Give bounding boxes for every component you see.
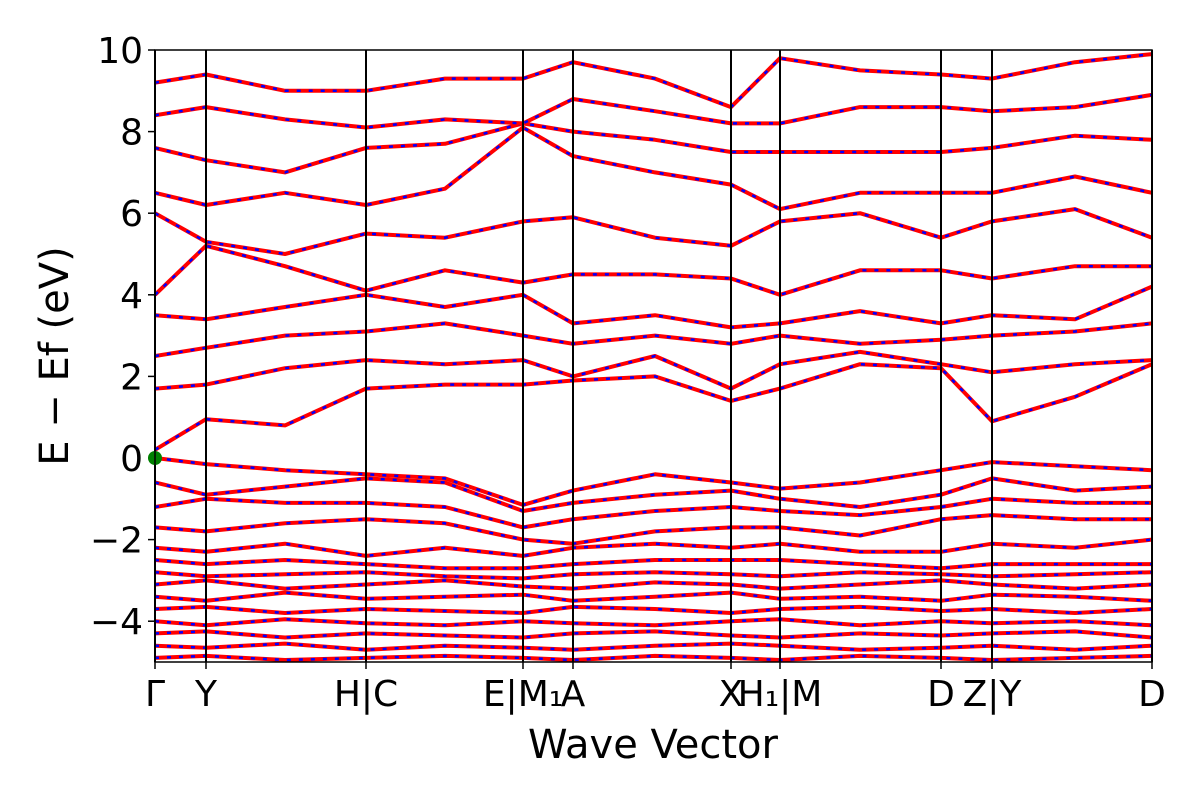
x-tick-label: H₁|M: [738, 674, 823, 715]
x-tick-label: D: [927, 674, 955, 715]
band-line-overlay: [155, 558, 1152, 570]
band-line: [155, 653, 1152, 662]
plot-frame: [154, 49, 1153, 663]
band-line-overlay: [155, 617, 1152, 627]
band-line-overlay: [155, 642, 1152, 652]
y-tick-label: −4: [90, 602, 143, 643]
band-line-overlay: [155, 456, 1152, 507]
band-line: [155, 590, 1152, 603]
band-line: [155, 207, 1152, 256]
y-tick-label: 2: [120, 357, 143, 398]
y-axis-label: E − Ef (eV): [32, 246, 78, 465]
y-tick-label: 4: [120, 276, 143, 317]
band-line: [155, 121, 1152, 175]
x-tick-label: D: [1138, 674, 1166, 715]
x-tick-label: Γ: [145, 674, 165, 715]
band-line: [155, 558, 1152, 571]
band-line-overlay: [155, 244, 1152, 297]
band-line: [155, 321, 1152, 358]
y-tick-label: 8: [120, 113, 143, 154]
band-line-overlay: [155, 538, 1152, 558]
band-line-overlay: [155, 93, 1152, 129]
x-tick-label: Z|Y: [963, 674, 1023, 715]
band-line-overlay: [155, 125, 1152, 211]
band-line: [155, 604, 1152, 615]
y-tick-label: 10: [97, 31, 143, 72]
band-line-overlay: [155, 285, 1152, 329]
band-line-overlay: [155, 630, 1152, 639]
x-tick-label: H|C: [334, 674, 398, 715]
y-tick-label: 0: [120, 439, 143, 480]
band-line-overlay: [155, 362, 1152, 451]
band-line-overlay: [155, 513, 1152, 545]
band-line-overlay: [155, 497, 1152, 529]
band-line-overlay: [155, 591, 1152, 603]
band-line: [155, 537, 1152, 558]
band-line-overlay: [155, 122, 1152, 174]
band-line: [155, 617, 1152, 628]
band-line-overlay: [155, 52, 1152, 109]
band-line-overlay: [155, 477, 1152, 513]
band-line: [155, 513, 1152, 546]
x-axis-label: Wave Vector: [528, 722, 779, 768]
x-tick-label: Y: [194, 674, 218, 715]
band-line: [155, 362, 1152, 452]
y-tick-label: 6: [120, 194, 143, 235]
y-tick-label: −2: [90, 521, 143, 562]
band-line-overlay: [155, 605, 1152, 615]
band-line-overlay: [155, 654, 1152, 662]
band-line: [155, 284, 1152, 330]
band-line: [155, 629, 1152, 640]
x-tick-label: E|M₁: [483, 674, 563, 715]
band-line: [155, 578, 1152, 591]
x-tick-label: A: [561, 674, 586, 715]
band-line-overlay: [155, 570, 1152, 580]
band-line-overlay: [155, 579, 1152, 590]
band-line: [155, 52, 1152, 110]
band-line-overlay: [155, 350, 1152, 390]
band-line-overlay: [155, 322, 1152, 358]
band-line: [155, 641, 1152, 652]
band-line: [155, 243, 1152, 297]
x-tick-label: X: [719, 674, 744, 715]
band-line: [155, 570, 1152, 581]
